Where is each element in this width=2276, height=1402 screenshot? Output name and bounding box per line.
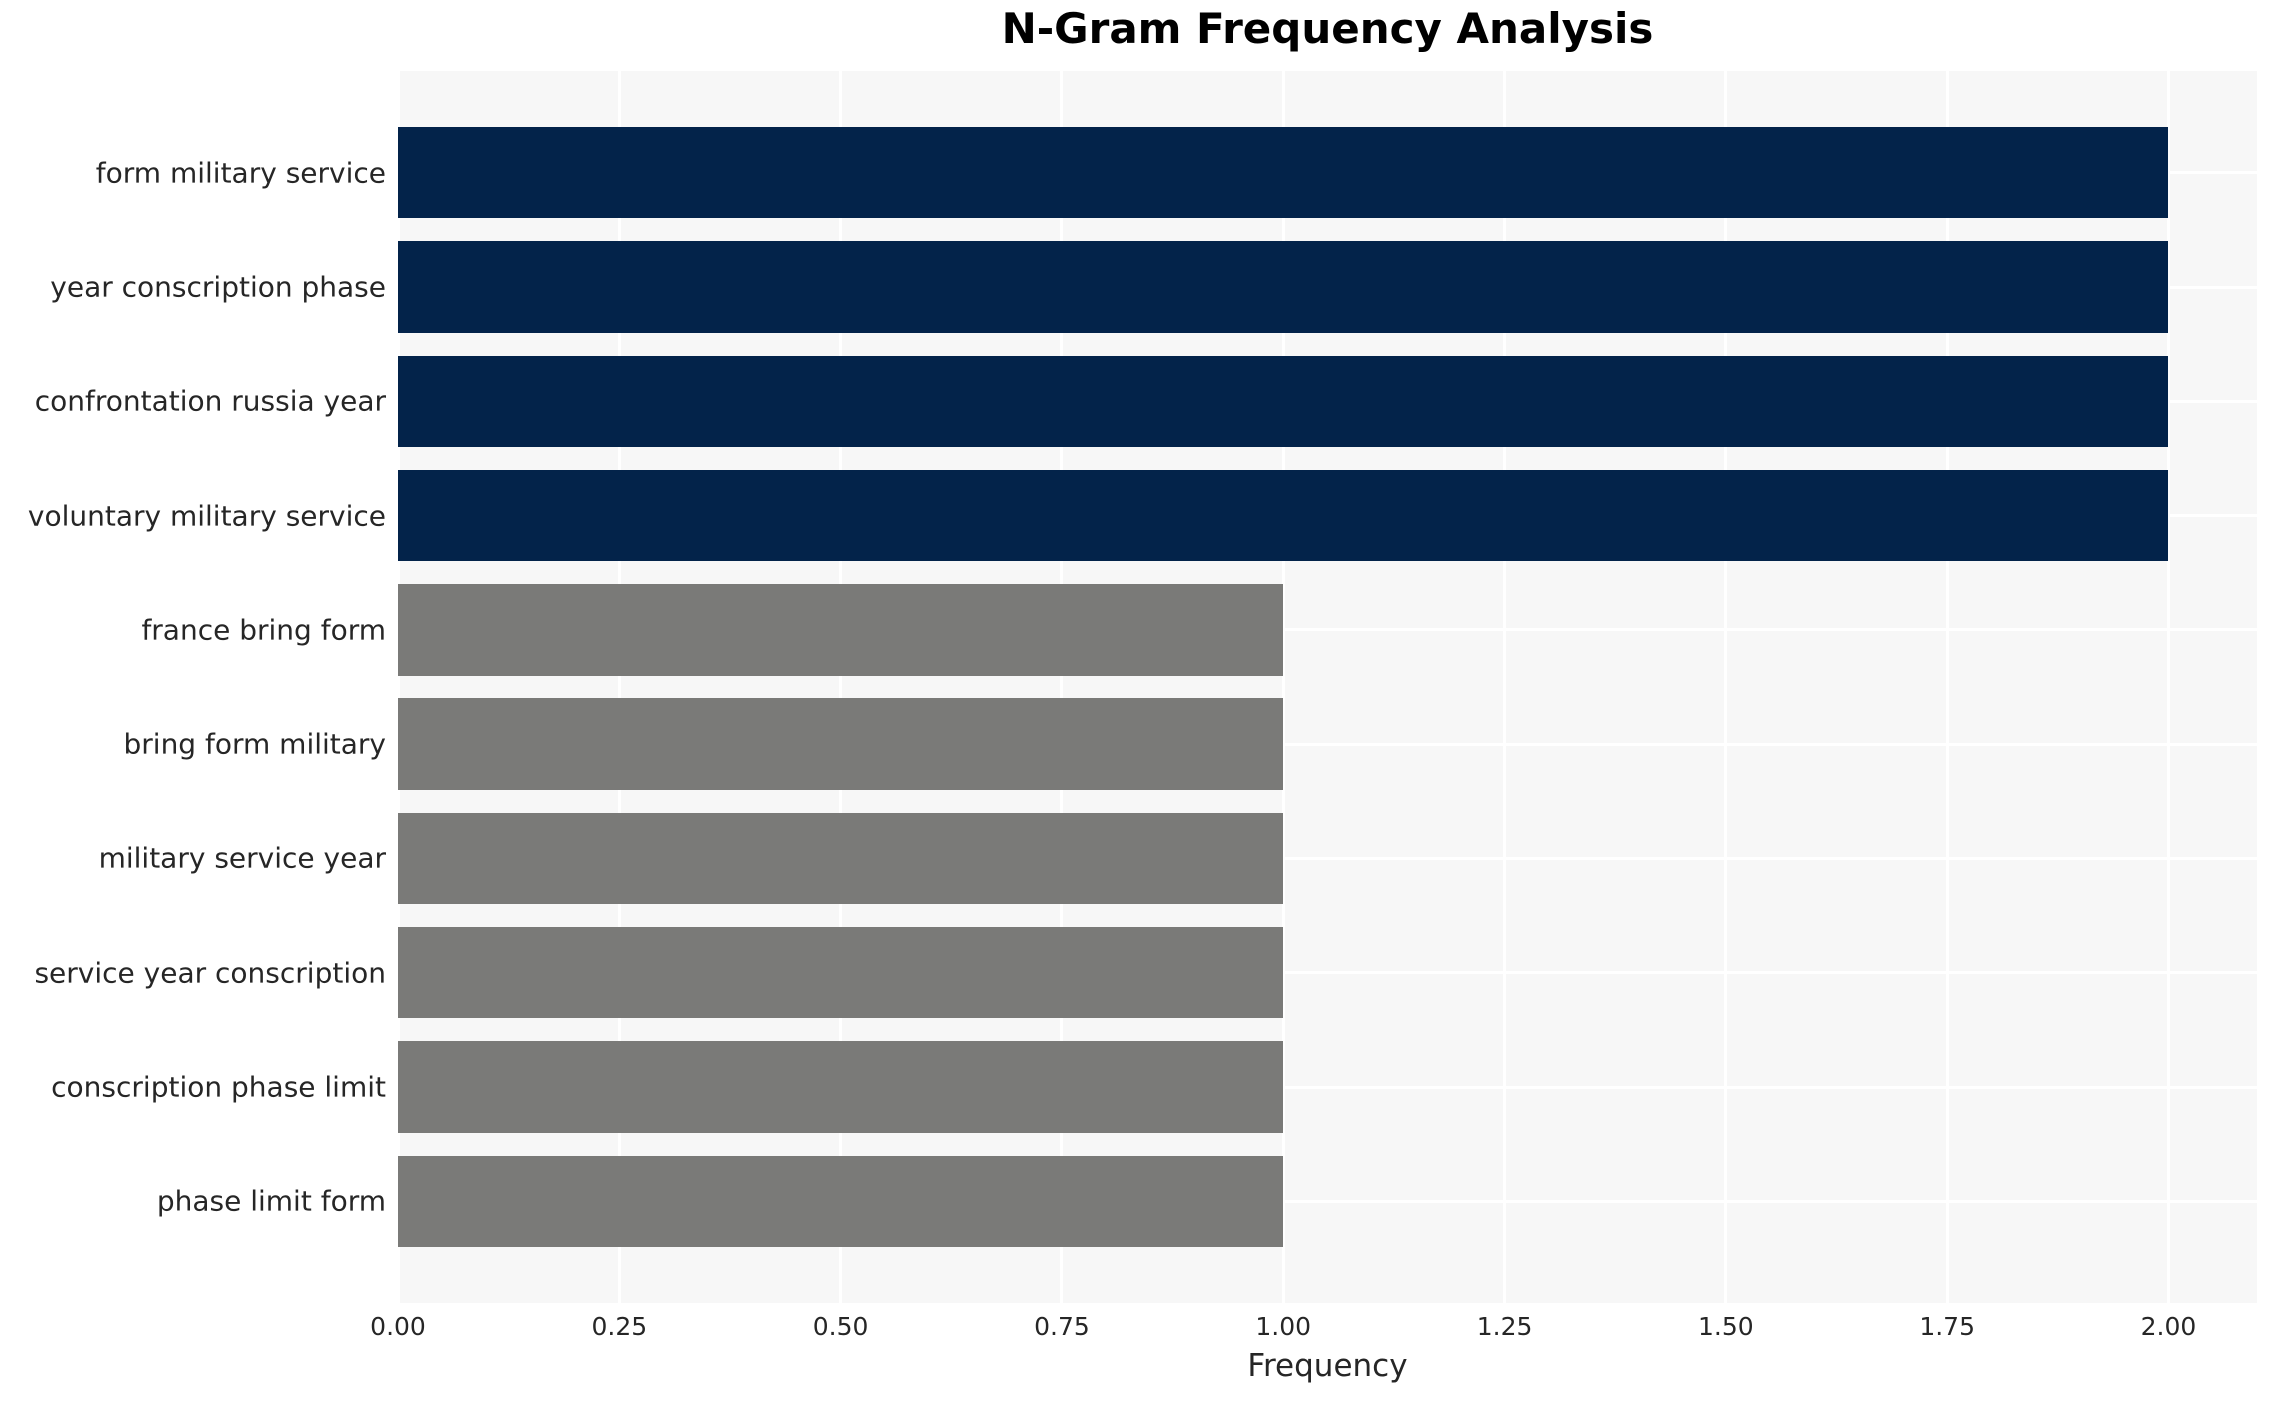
y-tick-label: year conscription phase: [50, 270, 386, 304]
gridline-x-1.75: [1945, 71, 1949, 1303]
gridline-y: [398, 628, 2257, 632]
gridline-x-0.25: [617, 71, 621, 1303]
bar-year-conscription-phase: [398, 241, 2169, 333]
gridline-y: [398, 1085, 2257, 1089]
gridline-y: [398, 742, 2257, 746]
x-tick-label: 0.75: [1034, 1312, 1090, 1341]
x-tick-label: 0.25: [591, 1312, 648, 1341]
x-tick-label: 0.00: [370, 1312, 426, 1341]
y-tick-label: voluntary military service: [27, 499, 386, 533]
bar-service-year-conscription: [398, 927, 1284, 1019]
bar-bring-form-military: [398, 698, 1284, 790]
gridline-x-0.50: [839, 71, 843, 1303]
bar-form-military-service: [398, 127, 2169, 219]
plot-area: [396, 71, 2257, 1303]
bar-military-service-year: [398, 812, 1284, 905]
x-axis-label: Frequency: [1247, 1348, 1408, 1384]
bar-phase-limit-form: [398, 1155, 1284, 1247]
x-tick-label: 1.50: [1698, 1312, 1754, 1341]
bar-france-bring-form: [398, 584, 1284, 676]
y-tick-label: phase limit form: [156, 1184, 386, 1218]
gridline-y: [398, 971, 2257, 975]
y-tick-label: conscription phase limit: [51, 1070, 386, 1104]
gridline-x-1.00: [1281, 71, 1285, 1303]
gridline-x-1.50: [1724, 71, 1728, 1303]
gridline-x-1.25: [1503, 71, 1507, 1303]
gridline-x-2.00: [2166, 71, 2170, 1303]
x-tick-label: 1.00: [1255, 1312, 1312, 1341]
y-tick-label: service year conscription: [34, 956, 386, 990]
y-tick-label: france bring form: [141, 613, 386, 647]
y-tick-label: military service year: [98, 841, 386, 875]
y-tick-label: confrontation russia year: [34, 384, 386, 418]
gridline-x-0.00: [396, 71, 400, 1303]
x-tick-label: 2.00: [2140, 1312, 2197, 1341]
bar-conscription-phase-limit: [398, 1041, 1284, 1133]
x-tick-label: 0.50: [812, 1312, 869, 1341]
y-tick-label: form military service: [95, 156, 386, 190]
x-tick-label: 1.25: [1476, 1312, 1533, 1341]
gridline-y: [398, 1199, 2257, 1203]
gridline-y: [398, 856, 2257, 860]
chart-title: N-Gram Frequency Analysis: [1001, 4, 1654, 53]
gridline-x-0.75: [1060, 71, 1064, 1303]
bar-confrontation-russia-year: [398, 355, 2169, 447]
y-tick-label: bring form military: [123, 727, 387, 761]
bar-voluntary-military-service: [398, 469, 2169, 562]
x-tick-label: 1.75: [1919, 1312, 1975, 1341]
